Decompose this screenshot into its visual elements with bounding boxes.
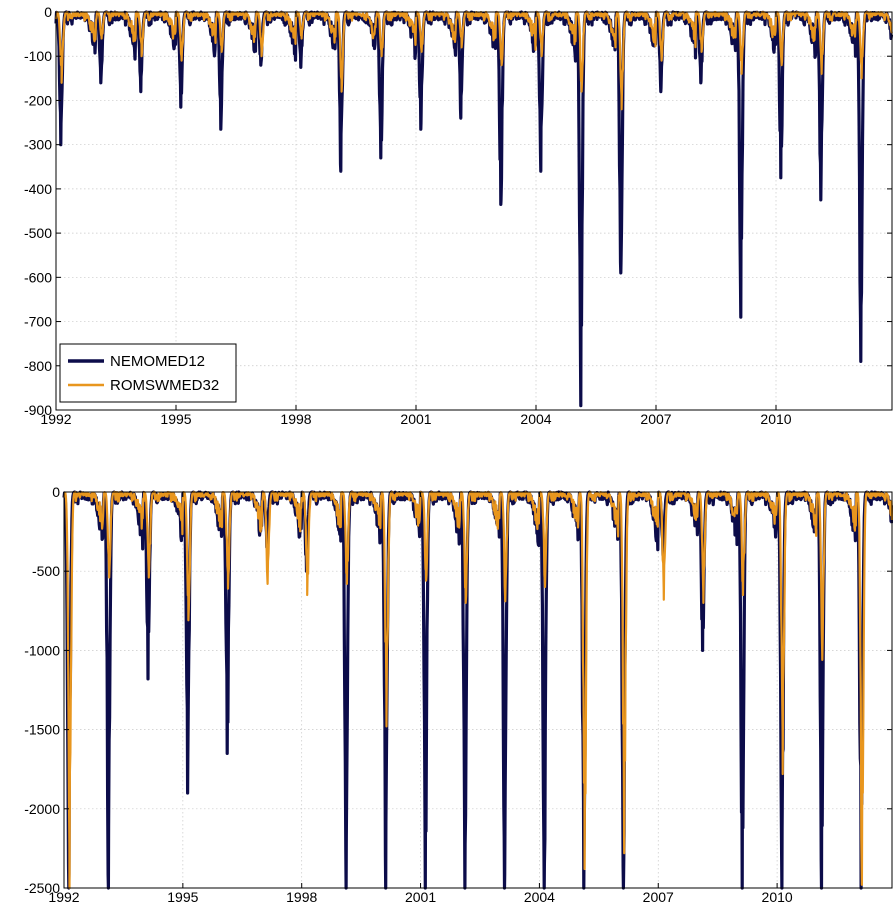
y-tick-label: -500 — [32, 563, 60, 579]
series-group — [54, 10, 893, 408]
legend: NEMOMED12 ROMSWMED32 — [59, 343, 237, 403]
legend-label: ROMSWMED32 — [110, 377, 219, 394]
x-tick-label: 2007 — [640, 411, 671, 427]
x-tick-label: 1992 — [48, 889, 79, 905]
y-tick-label: -900 — [24, 402, 52, 418]
y-tick-label: -1000 — [24, 642, 60, 658]
upper-panel: 1992 1995 1998 2001 2004 2007 2010 0 -100 -200 -30… — [24, 4, 893, 427]
x-tick-label: 1995 — [160, 411, 191, 427]
series-line-romswmed32 — [54, 10, 893, 111]
x-tick-label: 1998 — [286, 889, 317, 905]
x-tick-label: 1998 — [280, 411, 311, 427]
y-tick-label: -300 — [24, 137, 52, 153]
x-tick-label: 2001 — [400, 411, 431, 427]
x-tick-label: 1995 — [167, 889, 198, 905]
lower-panel: 1992 1995 1998 2001 2004 2007 2010 0 -500 -1000 -1… — [24, 484, 893, 905]
x-tick-label: 2010 — [762, 889, 793, 905]
x-tick-label: 2010 — [760, 411, 791, 427]
axes-frame — [63, 491, 893, 889]
axes-frame — [55, 11, 893, 411]
y-tick-label: -2500 — [24, 880, 60, 896]
plot-area — [64, 492, 892, 888]
y-tick-label: -700 — [24, 314, 52, 330]
y-tick-label: -400 — [24, 181, 52, 197]
y-tick-label: -2000 — [24, 801, 60, 817]
x-tick-label: 2004 — [524, 889, 555, 905]
x-tick-label: 2007 — [643, 889, 674, 905]
y-tick-label: -500 — [24, 225, 52, 241]
y-tick-label: -600 — [24, 269, 52, 285]
y-tick-label: -200 — [24, 92, 52, 108]
y-tick-label: -800 — [24, 358, 52, 374]
x-tick-label: 1992 — [40, 411, 71, 427]
y-tick-label: -1500 — [24, 722, 60, 738]
y-tick-label: 0 — [44, 4, 52, 20]
x-tick-label: 2004 — [520, 411, 551, 427]
legend-label: NEMOMED12 — [110, 353, 205, 370]
y-tick-label: 0 — [52, 484, 60, 500]
y-tick-label: -100 — [24, 48, 52, 64]
legend-box — [59, 343, 237, 403]
x-tick-label: 2001 — [405, 889, 436, 905]
